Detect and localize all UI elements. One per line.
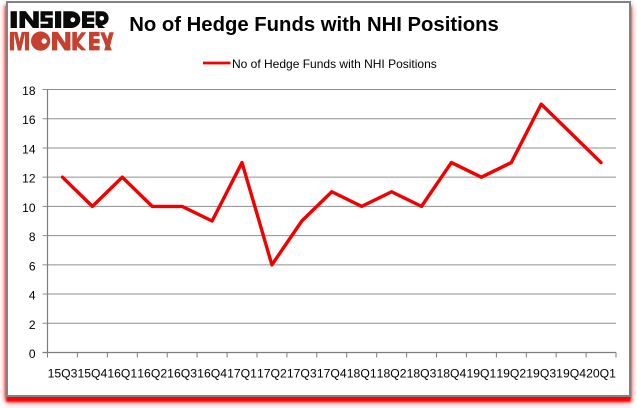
svg-text:4: 4 <box>29 289 36 303</box>
svg-text:0: 0 <box>29 347 36 361</box>
svg-text:18Q2: 18Q2 <box>377 367 407 381</box>
svg-text:6: 6 <box>29 259 36 273</box>
svg-text:15Q3: 15Q3 <box>48 367 78 381</box>
svg-text:16Q1: 16Q1 <box>107 367 137 381</box>
svg-text:14: 14 <box>22 142 36 156</box>
svg-text:16Q4: 16Q4 <box>197 367 227 381</box>
svg-text:19Q1: 19Q1 <box>466 367 496 381</box>
svg-text:12: 12 <box>22 172 36 186</box>
svg-text:20Q1: 20Q1 <box>586 367 616 381</box>
svg-text:19Q3: 19Q3 <box>526 367 556 381</box>
svg-text:17Q3: 17Q3 <box>287 367 317 381</box>
svg-text:18Q3: 18Q3 <box>407 367 437 381</box>
svg-text:2: 2 <box>29 318 36 332</box>
svg-text:17Q1: 17Q1 <box>227 367 257 381</box>
svg-text:17Q4: 17Q4 <box>317 367 347 381</box>
svg-text:16Q3: 16Q3 <box>167 367 197 381</box>
svg-text:19Q2: 19Q2 <box>496 367 526 381</box>
svg-text:8: 8 <box>29 230 36 244</box>
svg-text:10: 10 <box>22 201 36 215</box>
svg-text:No of Hedge Funds with NHI Pos: No of Hedge Funds with NHI Positions <box>129 14 499 36</box>
svg-text:15Q4: 15Q4 <box>77 367 107 381</box>
svg-text:17Q2: 17Q2 <box>257 367 287 381</box>
svg-text:19Q4: 19Q4 <box>556 367 586 381</box>
svg-text:16Q2: 16Q2 <box>137 367 167 381</box>
svg-text:18Q1: 18Q1 <box>347 367 377 381</box>
svg-text:18Q4: 18Q4 <box>436 367 466 381</box>
svg-text:18: 18 <box>22 84 36 98</box>
svg-text:16: 16 <box>22 113 36 127</box>
svg-text:No of Hedge Funds with NHI Pos: No of Hedge Funds with NHI Positions <box>232 57 437 71</box>
